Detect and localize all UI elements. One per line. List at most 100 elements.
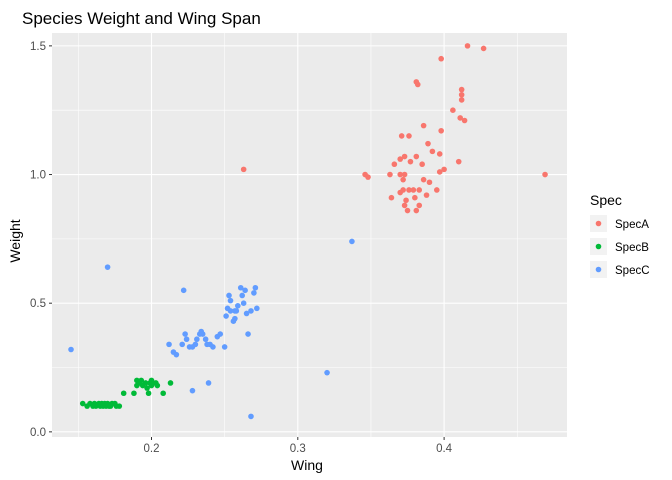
legend-label-specc: SpecC — [615, 265, 650, 277]
plot-panel — [52, 33, 567, 437]
point-specb-15 — [107, 403, 114, 409]
point-speca-42 — [433, 187, 440, 193]
point-speca-13 — [398, 133, 405, 139]
point-specc-40 — [254, 305, 260, 312]
point-speca-23 — [455, 158, 462, 165]
point-specb-0 — [79, 400, 86, 407]
panel-background — [52, 33, 567, 437]
point-speca-18 — [413, 153, 420, 160]
point-specc-41 — [205, 380, 212, 386]
point-speca-45 — [412, 194, 418, 201]
point-speca-37 — [406, 187, 412, 193]
point-speca-33 — [420, 176, 427, 183]
point-specc-37 — [248, 308, 254, 314]
point-specc-38 — [251, 290, 257, 296]
x-tick-label: 0.4 — [436, 443, 453, 455]
point-specc-33 — [240, 300, 247, 306]
legend-label-specb: SpecB — [615, 242, 649, 254]
point-specb-18 — [116, 403, 123, 409]
point-specb-25 — [144, 385, 150, 391]
point-specc-12 — [194, 336, 200, 343]
point-specc-0 — [68, 346, 74, 353]
legend-key-speca — [595, 220, 602, 227]
point-specb-19 — [120, 390, 127, 397]
x-axis-title: Wing — [291, 457, 323, 473]
point-specc-42 — [189, 387, 196, 394]
point-specb-31 — [148, 377, 155, 384]
point-speca-38 — [410, 187, 417, 193]
point-specc-35 — [243, 310, 250, 317]
point-speca-14 — [406, 133, 412, 139]
legend: Spec SpecA SpecB SpecC — [590, 192, 650, 278]
point-speca-20 — [401, 153, 408, 160]
legend-title: Spec — [590, 192, 622, 208]
point-specc-32 — [239, 292, 245, 299]
point-speca-39 — [416, 187, 423, 193]
point-speca-25 — [441, 166, 447, 173]
point-specc-47 — [232, 315, 238, 322]
point-specb-30 — [154, 382, 161, 389]
point-specc-36 — [245, 331, 251, 337]
point-speca-16 — [429, 148, 436, 155]
point-speca-4 — [414, 81, 421, 88]
point-specb-36 — [134, 382, 140, 389]
legend-key-specc — [595, 266, 602, 273]
point-specc-30 — [235, 302, 241, 309]
point-speca-47 — [416, 202, 423, 209]
point-speca-44 — [388, 194, 395, 201]
point-speca-7 — [458, 97, 465, 103]
point-specc-1 — [104, 264, 111, 270]
point-specc-21 — [217, 331, 224, 337]
point-specb-32 — [167, 380, 174, 386]
point-specc-3 — [166, 341, 172, 348]
point-specc-22 — [221, 344, 228, 350]
point-speca-15 — [425, 140, 431, 147]
point-speca-5 — [458, 86, 465, 93]
y-tick-label: 1.0 — [30, 170, 46, 182]
point-speca-27 — [397, 171, 404, 178]
point-speca-2 — [438, 55, 444, 62]
point-specb-33 — [145, 390, 152, 397]
point-specc-5 — [173, 351, 180, 358]
point-speca-49 — [413, 207, 420, 214]
point-speca-29 — [387, 171, 393, 178]
point-specc-7 — [182, 331, 188, 337]
point-speca-11 — [420, 122, 427, 129]
point-speca-43 — [403, 197, 409, 204]
point-speca-41 — [423, 192, 430, 198]
y-axis-title: Weight — [7, 219, 23, 262]
point-speca-12 — [438, 127, 444, 134]
point-specb-35 — [160, 390, 166, 397]
y-tick-label: 0.0 — [30, 427, 46, 439]
x-tick-label: 0.2 — [143, 443, 159, 455]
point-specc-46 — [233, 308, 240, 314]
legend-key-specb — [595, 243, 602, 250]
point-specc-16 — [202, 336, 209, 343]
point-speca-50 — [240, 166, 247, 173]
axes: 0.2 0.3 0.4 0.0 0.5 1.0 1.5 — [30, 41, 453, 455]
point-speca-24 — [391, 161, 398, 168]
y-tick-label: 0.5 — [30, 298, 46, 310]
point-speca-6 — [458, 91, 465, 98]
point-speca-48 — [404, 207, 411, 214]
point-specc-34 — [242, 287, 248, 294]
point-speca-19 — [397, 156, 404, 162]
point-speca-35 — [426, 179, 433, 186]
point-specc-19 — [210, 344, 216, 350]
point-specc-25 — [226, 292, 232, 299]
x-tick-label: 0.3 — [290, 443, 306, 455]
point-specb-23 — [138, 377, 145, 384]
chart-title: Species Weight and Wing Span — [22, 9, 261, 28]
legend-label-speca: SpecA — [615, 219, 649, 231]
point-speca-10 — [461, 117, 468, 124]
point-speca-28 — [401, 171, 408, 178]
point-speca-46 — [401, 202, 408, 209]
point-specc-44 — [324, 369, 330, 376]
point-specc-39 — [252, 284, 259, 291]
point-speca-31 — [365, 174, 371, 180]
point-specc-6 — [179, 341, 186, 348]
point-specc-31 — [237, 284, 244, 291]
point-speca-8 — [450, 107, 456, 113]
point-speca-1 — [480, 45, 487, 52]
